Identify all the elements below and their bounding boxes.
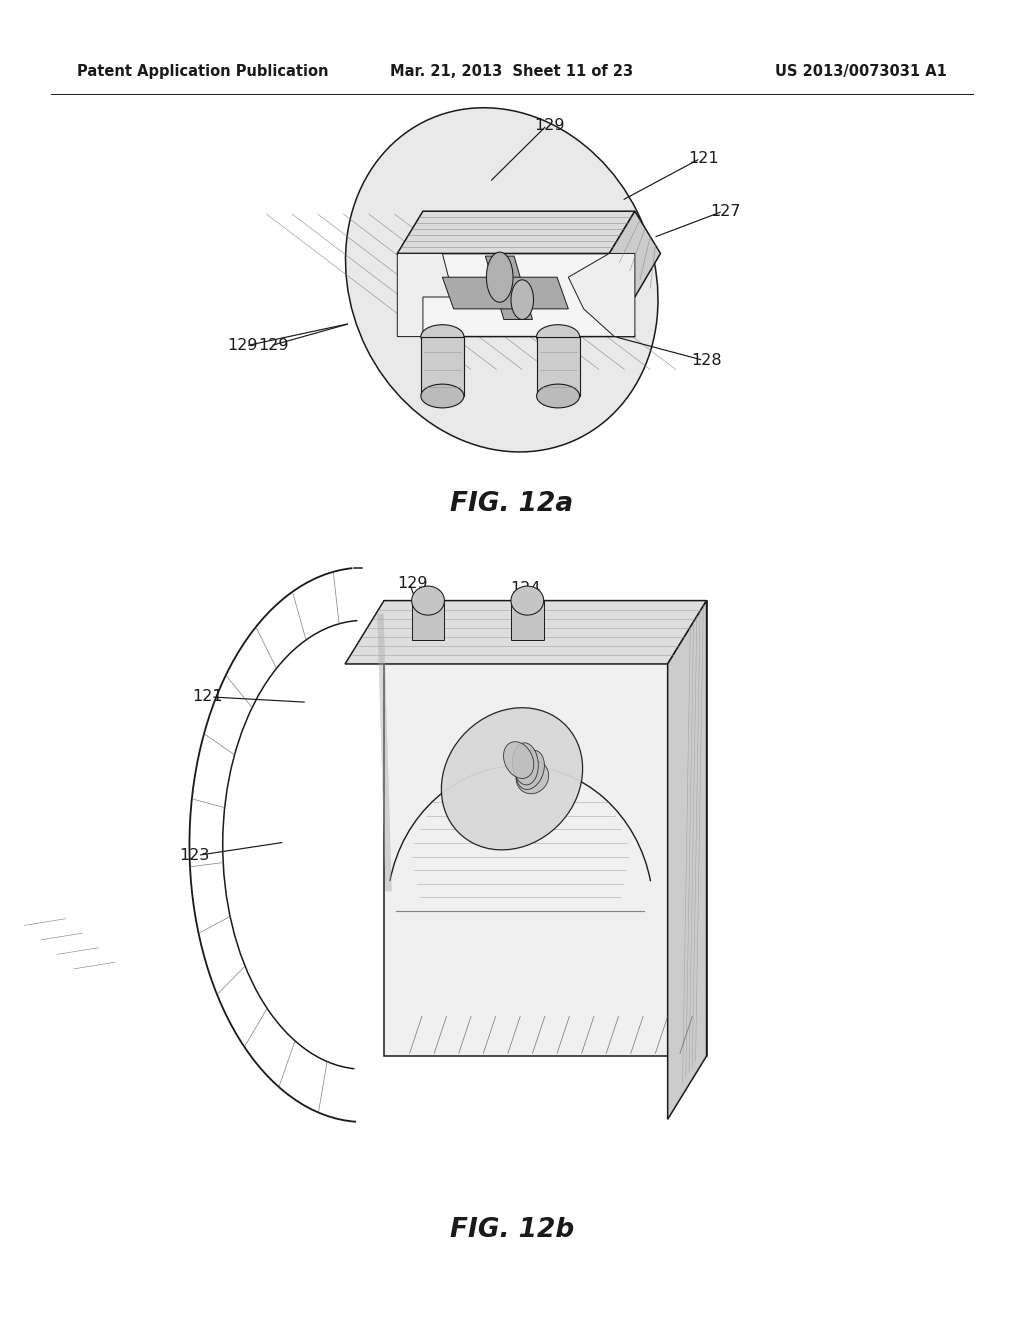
- Text: 128: 128: [691, 352, 722, 368]
- Text: 121: 121: [193, 689, 223, 705]
- Ellipse shape: [516, 750, 545, 789]
- Ellipse shape: [421, 384, 464, 408]
- Polygon shape: [485, 256, 532, 319]
- Ellipse shape: [513, 743, 539, 785]
- Text: 129: 129: [227, 338, 258, 354]
- Polygon shape: [537, 337, 580, 396]
- Ellipse shape: [537, 325, 580, 348]
- Ellipse shape: [345, 108, 658, 451]
- Text: 127: 127: [711, 203, 741, 219]
- Polygon shape: [511, 601, 544, 640]
- Text: Patent Application Publication: Patent Application Publication: [77, 65, 329, 79]
- Ellipse shape: [421, 325, 464, 348]
- Polygon shape: [412, 601, 444, 640]
- Polygon shape: [568, 253, 635, 337]
- Ellipse shape: [412, 586, 444, 615]
- Ellipse shape: [511, 586, 544, 615]
- Text: 129: 129: [584, 599, 614, 615]
- Ellipse shape: [486, 252, 513, 302]
- Text: Mar. 21, 2013  Sheet 11 of 23: Mar. 21, 2013 Sheet 11 of 23: [390, 65, 634, 79]
- Polygon shape: [609, 211, 660, 297]
- Polygon shape: [442, 277, 568, 309]
- Text: US 2013/0073031 A1: US 2013/0073031 A1: [775, 65, 947, 79]
- Polygon shape: [384, 601, 707, 1056]
- Polygon shape: [397, 211, 635, 253]
- Text: 121: 121: [688, 150, 719, 166]
- Text: 129: 129: [535, 117, 565, 133]
- Text: 129: 129: [397, 576, 428, 591]
- Text: 129: 129: [258, 338, 289, 354]
- Polygon shape: [421, 337, 464, 396]
- Polygon shape: [345, 601, 707, 664]
- Polygon shape: [397, 253, 454, 337]
- Ellipse shape: [516, 760, 549, 793]
- Ellipse shape: [511, 280, 534, 319]
- Ellipse shape: [504, 742, 534, 779]
- Text: 128: 128: [664, 620, 694, 636]
- Text: 124: 124: [510, 581, 541, 597]
- Ellipse shape: [537, 384, 580, 408]
- Ellipse shape: [441, 708, 583, 850]
- Text: FIG. 12a: FIG. 12a: [451, 491, 573, 517]
- Polygon shape: [397, 253, 635, 337]
- Text: FIG. 12b: FIG. 12b: [450, 1217, 574, 1243]
- Text: 123: 123: [179, 847, 210, 863]
- Polygon shape: [668, 601, 707, 1119]
